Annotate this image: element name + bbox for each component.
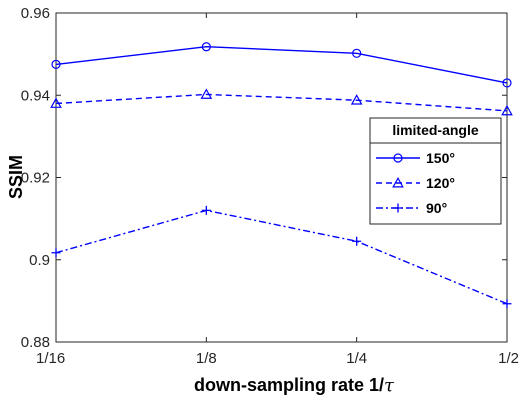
x-axis-label-text: down-sampling rate 1/ (194, 375, 384, 395)
data-point-marker (501, 104, 513, 116)
axes: 0.88 0.9 0.92 0.94 0.96 1/16 1/8 1/4 1/2 (21, 5, 519, 367)
series-1 (50, 88, 513, 116)
series-0 (51, 42, 512, 88)
x-tick-label: 1/2 (498, 350, 519, 367)
data-point-marker (352, 236, 362, 246)
data-point-marker (51, 248, 61, 258)
data-point-marker (350, 94, 363, 105)
data-point-marker (200, 88, 213, 99)
series-line (55, 46, 508, 84)
data-point-marker (201, 205, 211, 215)
legend-marker (392, 176, 404, 188)
legend: limited-angle 150° 120° 90° (369, 117, 502, 225)
series-2 (51, 205, 512, 309)
y-tick-label: 0.96 (21, 5, 50, 22)
x-tick-label: 1/16 (36, 350, 65, 367)
series-line (55, 209, 508, 305)
data-point-marker (50, 97, 62, 108)
y-tick-label: 0.94 (21, 87, 50, 104)
y-tick-label: 0.92 (21, 170, 50, 187)
legend-entry-label: 150° (426, 150, 455, 166)
legend-entry-label: 120° (426, 175, 455, 191)
x-tick-label: 1/4 (346, 350, 367, 367)
series-line (55, 93, 508, 112)
x-axis-label-symbol: τ (384, 375, 395, 396)
x-tick-label: 1/8 (196, 350, 217, 367)
data-point-marker (51, 59, 61, 70)
legend-box (369, 117, 502, 225)
legend-entry-label: 90° (426, 200, 447, 216)
data-point-marker (502, 78, 512, 88)
data-point-marker (201, 42, 211, 52)
y-axis-label: SSIM (6, 155, 26, 199)
series-group (50, 42, 513, 309)
data-point-marker (352, 48, 362, 58)
legend-title: limited-angle (392, 122, 479, 138)
y-tick-label: 0.9 (29, 252, 50, 269)
y-tick-label: 0.88 (21, 334, 50, 351)
legend-marker (393, 203, 403, 213)
x-axis-label: down-sampling rate 1/τ (194, 375, 395, 396)
legend-marker (393, 153, 403, 163)
data-point-marker (502, 299, 512, 309)
